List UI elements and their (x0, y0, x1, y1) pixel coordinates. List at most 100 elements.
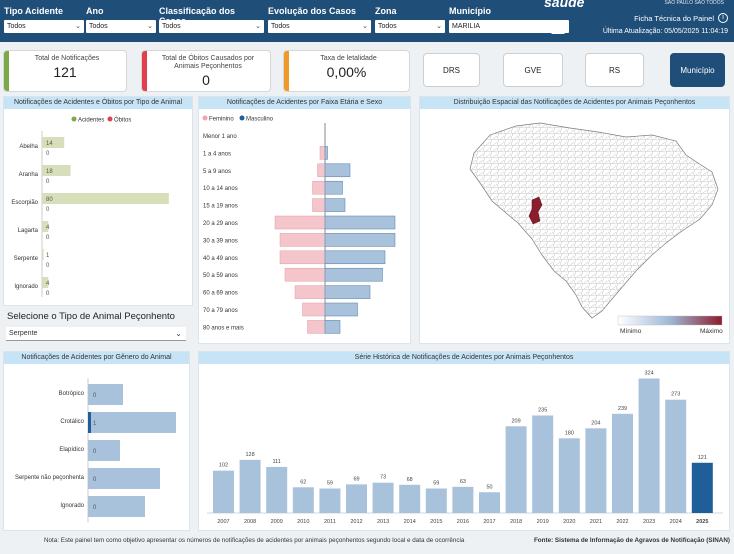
year-bar[interactable] (319, 488, 341, 513)
year-bar[interactable] (292, 487, 314, 513)
filter-label: Evolução dos Casos (268, 6, 357, 16)
genus-bar[interactable] (88, 496, 145, 517)
female-bar[interactable] (279, 250, 326, 265)
filter-dropdown[interactable]: Todos ⌄ (375, 20, 445, 33)
genus-label: Crotálico (60, 419, 84, 425)
legend-marker (202, 115, 208, 121)
filter-dropdown[interactable]: Todos ⌄ (4, 20, 84, 33)
year-bar[interactable] (691, 462, 713, 513)
male-bar[interactable] (324, 180, 343, 195)
accidents-bar[interactable] (42, 193, 169, 204)
male-bar[interactable] (324, 146, 328, 160)
accidents-value-label: 4 (46, 225, 50, 231)
filter-label: Município (449, 6, 491, 16)
male-bar[interactable] (324, 320, 341, 334)
year-bar[interactable] (665, 399, 687, 513)
year-value-label: 63 (460, 479, 466, 485)
info-icon[interactable]: i (718, 13, 728, 23)
selected-municipality-marilia[interactable] (528, 196, 543, 225)
year-label: 2022 (616, 519, 628, 525)
year-value-label: 204 (591, 420, 600, 426)
year-bar[interactable] (558, 438, 580, 513)
deaths-value-label: 0 (46, 291, 50, 297)
year-value-label: 62 (300, 479, 306, 485)
female-bar[interactable] (294, 285, 326, 299)
category-label: Aranha (19, 172, 39, 178)
year-label: 2007 (217, 519, 229, 525)
accidents-bar[interactable] (42, 277, 49, 288)
female-bar[interactable] (312, 180, 326, 195)
year-bar[interactable] (399, 484, 421, 513)
historical-series-panel: Série Histórica de Notificações de Acide… (198, 351, 730, 531)
year-bar[interactable] (638, 378, 660, 513)
year-bar[interactable] (239, 459, 261, 513)
genus-label: Serpente não peçonhenta (15, 475, 85, 481)
male-bar[interactable] (324, 198, 346, 212)
accidents-bar[interactable] (42, 165, 71, 176)
female-bar[interactable] (307, 320, 326, 334)
chevron-down-icon: ⌄ (175, 329, 182, 338)
year-value-label: 59 (327, 481, 333, 487)
nav-button-municpio[interactable]: Município (670, 53, 725, 87)
filter-dropdown[interactable]: Todos ⌄ (159, 20, 264, 33)
accidents-bar[interactable] (42, 249, 44, 260)
year-bar[interactable] (585, 428, 607, 513)
nav-button-drs[interactable]: DRS (423, 53, 480, 87)
animal-type-panel: Notificações de Acidentes e Óbitos por T… (3, 96, 193, 306)
year-bar[interactable] (425, 488, 447, 513)
genus-label: Botrópico (59, 391, 85, 397)
accidents-bar[interactable] (42, 221, 49, 232)
year-bar[interactable] (479, 492, 500, 513)
genus-bar[interactable] (88, 412, 176, 433)
genus-bar[interactable] (88, 440, 120, 461)
genus-value-label: 0 (93, 505, 97, 511)
year-bar[interactable] (266, 466, 288, 513)
nav-button-rs[interactable]: RS (585, 53, 644, 87)
year-label: 2008 (244, 519, 256, 525)
legend-max-label: Máximo (700, 328, 723, 335)
animal-selector-dropdown[interactable]: Serpente ⌄ (6, 327, 186, 341)
female-bar[interactable] (284, 267, 326, 282)
ficha-tecnica-link[interactable]: Ficha Técnica do Painel (634, 14, 714, 23)
genus-bar[interactable] (88, 384, 123, 405)
year-bar[interactable] (452, 486, 474, 513)
legend-marker (107, 116, 113, 122)
female-bar[interactable] (312, 198, 326, 212)
year-bar[interactable] (612, 413, 633, 513)
year-bar[interactable] (372, 482, 394, 513)
age-group-label: 70 a 79 anos (203, 308, 238, 314)
age-group-label: 50 a 59 anos (203, 273, 238, 279)
male-bar[interactable] (324, 267, 383, 282)
male-bar[interactable] (324, 233, 396, 247)
male-bar[interactable] (324, 302, 358, 317)
genus-value-label: 0 (93, 477, 97, 483)
male-bar[interactable] (324, 285, 371, 299)
filter-dropdown[interactable]: Todos ⌄ (268, 20, 371, 33)
age-sex-chart: Feminino Masculino Menor 1 ano 1 a 4 anos 5 … (202, 115, 396, 334)
female-bar[interactable] (302, 302, 326, 317)
sao-paulo-map[interactable]: Mínimo Máximo (420, 109, 729, 343)
footer: Nota: Este painel tem como objetivo apre… (0, 536, 734, 548)
year-label: 2010 (297, 519, 309, 525)
year-bar[interactable] (505, 426, 527, 513)
kpi-value: 0,00% (326, 64, 367, 80)
female-bar[interactable] (279, 233, 326, 247)
year-bar[interactable] (213, 470, 234, 513)
kpi-title: Total de Notificações (34, 55, 100, 62)
eraser-icon[interactable] (551, 25, 568, 34)
male-bar[interactable] (324, 163, 351, 178)
genus-bar[interactable] (88, 468, 160, 489)
nav-button-gve[interactable]: GVE (503, 53, 563, 87)
accidents-bar[interactable] (42, 137, 65, 148)
female-bar[interactable] (274, 215, 326, 230)
male-bar[interactable] (324, 215, 396, 230)
year-bar[interactable] (346, 484, 367, 513)
filter-dropdown[interactable]: Todos ⌄ (86, 20, 156, 33)
male-bar[interactable] (324, 250, 386, 265)
year-label: 2018 (510, 519, 522, 525)
female-bar[interactable] (317, 163, 326, 178)
year-bar[interactable] (532, 415, 554, 513)
female-bar[interactable] (319, 146, 326, 160)
filter-1: Tipo Acidente Todos ⌄ (4, 6, 84, 33)
accidents-value-label: 14 (46, 141, 53, 147)
